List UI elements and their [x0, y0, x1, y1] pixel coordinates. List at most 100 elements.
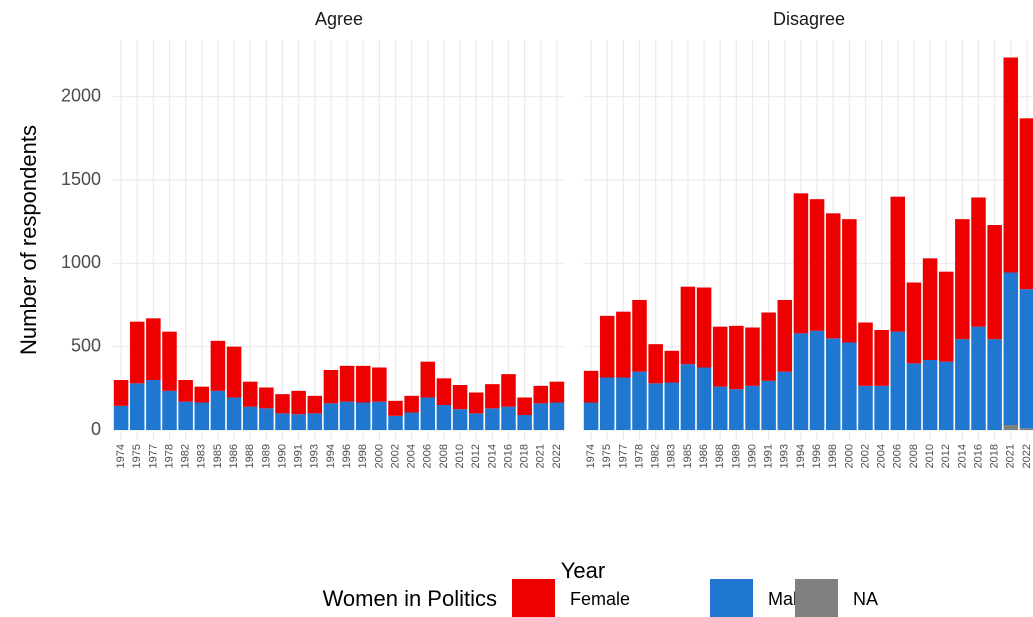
bar-segment — [938, 361, 954, 430]
bar-segment — [906, 363, 922, 430]
x-tick-label: 2004 — [876, 444, 888, 468]
bar-segment — [648, 383, 663, 430]
x-tick-label: 1988 — [244, 444, 256, 468]
bar-segment — [712, 386, 728, 430]
bar-segment — [1019, 289, 1033, 429]
x-tick-label: 1986 — [228, 444, 240, 468]
bar-segment — [680, 364, 696, 430]
bar-segment — [971, 326, 986, 430]
x-tick-label: 1978 — [163, 444, 175, 468]
bar-segment — [890, 196, 906, 332]
bar-segment — [987, 339, 1002, 430]
bar-segment — [388, 415, 403, 430]
bar-segment — [517, 397, 532, 415]
x-tick-label: 2014 — [956, 444, 968, 468]
x-tick-label: 1990 — [746, 444, 758, 468]
legend-key — [795, 579, 838, 617]
bar-segment — [793, 193, 809, 334]
bar-segment — [680, 286, 696, 365]
bar-segment — [599, 315, 615, 378]
legend-label: NA — [853, 589, 878, 609]
bar-segment — [210, 340, 226, 391]
bar-segment — [420, 361, 436, 398]
x-tick-label: 1994 — [795, 444, 807, 468]
bar-segment — [632, 371, 647, 430]
x-tick-label: 2018 — [519, 444, 531, 468]
x-tick-label: 2016 — [502, 444, 514, 468]
bar-segment — [323, 403, 339, 430]
x-tick-label: 1996 — [811, 444, 823, 468]
bar-segment — [404, 395, 419, 413]
x-tick-label: 2021 — [1005, 444, 1017, 468]
bar-segment — [291, 390, 306, 415]
legend-key — [512, 579, 555, 617]
bar-segment — [129, 383, 145, 430]
x-tick-label: 1986 — [698, 444, 710, 468]
x-tick-label: 2012 — [940, 444, 952, 468]
bar-segment — [388, 400, 403, 416]
bar-segment — [404, 412, 419, 430]
bar-segment — [355, 365, 371, 403]
bar-segment — [275, 394, 290, 414]
bar-segment — [194, 402, 210, 430]
bar-segment — [1003, 272, 1019, 425]
bar-segment — [436, 378, 452, 405]
bar-segment — [501, 406, 516, 430]
bar-segment — [162, 331, 177, 391]
x-tick-label: 1991 — [293, 444, 305, 468]
bar-segment — [777, 371, 793, 430]
x-tick-label: 2002 — [389, 444, 401, 468]
bar-segment — [729, 325, 744, 390]
bar-segment — [146, 318, 161, 380]
bar-segment — [971, 197, 986, 327]
x-axis-title: Year — [561, 558, 605, 583]
bar-segment — [242, 406, 258, 430]
bar-segment — [842, 342, 857, 430]
x-tick-label: 2004 — [406, 444, 418, 468]
x-tick-label: 1990 — [276, 444, 288, 468]
bar-segment — [113, 380, 129, 406]
bar-segment — [226, 397, 242, 430]
x-tick-label: 1978 — [633, 444, 645, 468]
bar-segment — [955, 219, 970, 340]
x-tick-label: 2006 — [422, 444, 434, 468]
legend-label: Female — [570, 589, 630, 609]
bar-segment — [242, 381, 258, 407]
x-tick-label: 1977 — [147, 444, 159, 468]
bar-segment — [323, 370, 339, 404]
bar-segment — [162, 390, 177, 430]
bar-segment — [632, 300, 647, 372]
x-tick-label: 1983 — [666, 444, 678, 468]
x-tick-label: 1985 — [682, 444, 694, 468]
x-tick-label: 2008 — [908, 444, 920, 468]
bar-segment — [938, 271, 954, 362]
legend-key — [710, 579, 753, 617]
bar-segment — [452, 409, 468, 430]
bar-segment — [922, 360, 938, 430]
x-tick-label: 2000 — [843, 444, 855, 468]
bar-segment — [890, 331, 906, 430]
bar-segment — [1003, 57, 1019, 273]
bar-segment — [129, 321, 145, 384]
bar-segment — [485, 408, 500, 430]
bar-segment — [372, 401, 387, 430]
y-tick-label: 1500 — [61, 169, 101, 189]
bar-segment — [436, 405, 452, 430]
x-tick-label: 1988 — [714, 444, 726, 468]
bar-segment — [874, 385, 889, 430]
bar-segment — [858, 322, 873, 386]
bar-segment — [468, 413, 484, 430]
x-tick-label: 1998 — [827, 444, 839, 468]
bar-segment — [712, 326, 728, 387]
y-tick-label: 500 — [71, 335, 101, 355]
bar-segment — [761, 312, 776, 381]
bar-segment — [307, 395, 323, 414]
x-tick-label: 1996 — [341, 444, 353, 468]
bar-segment — [809, 199, 825, 331]
x-tick-label: 1994 — [325, 444, 337, 468]
bar-segment — [226, 346, 242, 398]
y-tick-label: 2000 — [61, 85, 101, 105]
bar-segment — [178, 380, 193, 402]
bar-segment — [777, 300, 793, 372]
x-tick-label: 2006 — [892, 444, 904, 468]
